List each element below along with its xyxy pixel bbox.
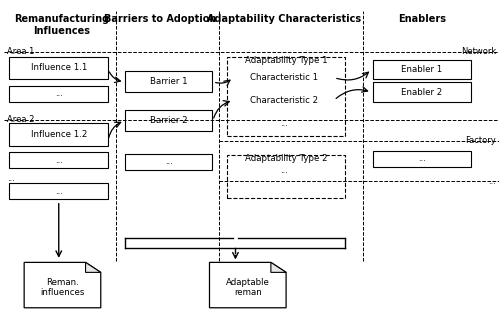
Bar xyxy=(10,183,108,199)
Text: ...: ... xyxy=(280,166,287,175)
Bar xyxy=(126,154,212,170)
Bar xyxy=(234,116,333,131)
Text: Reman.
influences: Reman. influences xyxy=(40,278,84,297)
Text: Barrier 1: Barrier 1 xyxy=(150,77,188,86)
Text: Enabler 2: Enabler 2 xyxy=(402,88,442,97)
Text: ...: ... xyxy=(55,156,62,165)
Text: Influence 1.1: Influence 1.1 xyxy=(30,63,87,72)
Polygon shape xyxy=(210,262,286,308)
Bar xyxy=(10,86,108,102)
Bar xyxy=(126,110,212,131)
Text: ...: ... xyxy=(418,154,426,163)
Bar xyxy=(227,57,346,136)
Text: Adaptable
reman: Adaptable reman xyxy=(226,278,270,297)
Bar xyxy=(227,155,346,198)
Text: Barriers to Adoption: Barriers to Adoption xyxy=(104,14,216,24)
Polygon shape xyxy=(271,262,286,272)
Polygon shape xyxy=(24,262,101,308)
Bar xyxy=(372,150,472,167)
Text: ...: ... xyxy=(165,157,172,166)
Bar xyxy=(126,71,212,92)
Bar xyxy=(234,91,333,110)
Text: Enablers: Enablers xyxy=(398,14,446,24)
Text: Factory: Factory xyxy=(466,136,496,145)
Text: ...: ... xyxy=(55,187,62,196)
Bar xyxy=(234,164,333,178)
Text: Area 1: Area 1 xyxy=(7,47,34,56)
Text: Characteristic 2: Characteristic 2 xyxy=(250,96,318,105)
Bar xyxy=(10,123,108,146)
Text: Influence 1.2: Influence 1.2 xyxy=(30,130,87,139)
Bar xyxy=(10,152,108,168)
Text: Enabler 1: Enabler 1 xyxy=(402,65,442,74)
Bar xyxy=(372,60,472,79)
Text: Adaptability Characteristics: Adaptability Characteristics xyxy=(206,14,360,24)
Text: ...: ... xyxy=(488,177,496,186)
Bar xyxy=(372,82,472,102)
Text: ...: ... xyxy=(7,174,14,182)
Bar xyxy=(10,57,108,79)
Text: Remanufacturing
Influences: Remanufacturing Influences xyxy=(14,14,109,36)
Bar xyxy=(234,68,333,87)
Polygon shape xyxy=(86,262,101,272)
Text: Area 2: Area 2 xyxy=(7,115,34,124)
Text: Network: Network xyxy=(461,47,496,56)
Text: Adaptability Type 1: Adaptability Type 1 xyxy=(245,56,328,65)
Text: Adaptability Type 2: Adaptability Type 2 xyxy=(245,154,328,163)
Text: ...: ... xyxy=(55,89,62,98)
Text: ...: ... xyxy=(280,119,287,128)
Text: Barrier 2: Barrier 2 xyxy=(150,116,188,125)
Text: Characteristic 1: Characteristic 1 xyxy=(250,73,318,82)
